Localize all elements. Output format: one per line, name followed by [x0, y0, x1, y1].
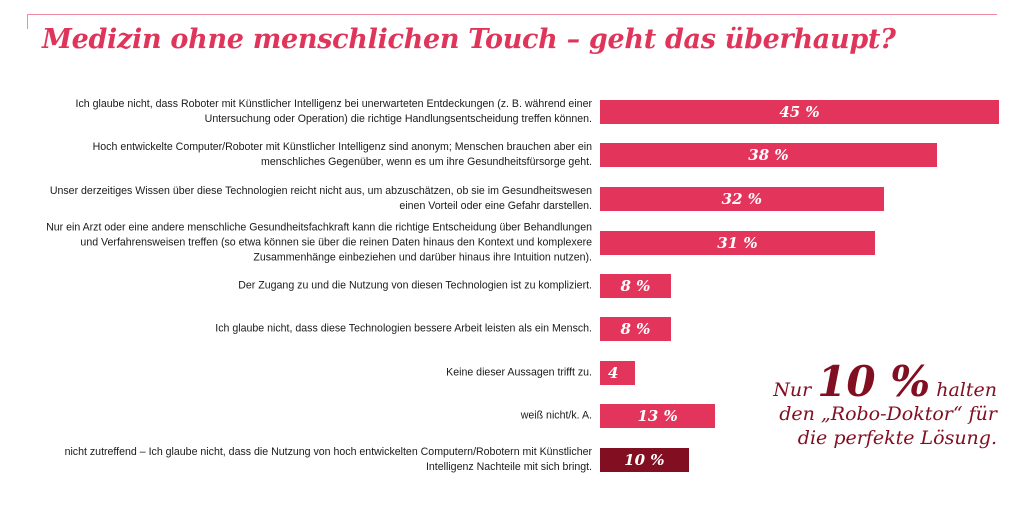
bar: 45 % [600, 100, 999, 124]
bar: 8 % [600, 317, 671, 341]
category-label: Keine dieser Aussagen trifft zu. [446, 366, 592, 379]
data-label: 8 % [620, 277, 651, 295]
category-label: nicht zutreffend – Ich glaube nicht, das… [64, 446, 592, 473]
category-label: Der Zugang zu und die Nutzung von diesen… [238, 279, 592, 292]
data-label: 32 % [721, 190, 763, 208]
data-label: 45 % [779, 103, 820, 121]
category-label: Unser derzeitiges Wissen über diese Tech… [49, 185, 592, 212]
bar: 32 % [600, 187, 884, 211]
callout-line3: die perfekte Lösung. [797, 427, 997, 449]
bar: 31 % [600, 231, 875, 255]
chart-title: Medizin ohne menschlichen Touch – geht d… [42, 24, 896, 55]
category-label: Hoch entwickelte Computer/Roboter mit Kü… [92, 141, 592, 168]
bar: 4 [600, 361, 636, 385]
top-rule-tick [27, 14, 28, 29]
data-label: 4 [608, 364, 619, 382]
category-label: weiß nicht/k. A. [520, 409, 592, 422]
category-label: Ich glaube nicht, dass diese Technologie… [215, 322, 592, 335]
callout-suffix: halten [936, 379, 997, 401]
bar: 8 % [600, 274, 671, 298]
callout: Nur 10 % halten den „Robo-Doktor“ für di… [773, 361, 997, 450]
bar: 38 % [600, 143, 937, 167]
data-label: 8 % [620, 320, 651, 338]
data-label: 13 % [637, 407, 678, 425]
data-label: 38 % [748, 146, 789, 164]
category-label: Nur ein Arzt oder eine andere menschlich… [46, 221, 592, 264]
callout-prefix: Nur [773, 379, 812, 401]
callout-line2: den „Robo-Doktor“ für [779, 403, 997, 425]
data-label: 31 % [717, 234, 758, 252]
category-label: Ich glaube nicht, dass Roboter mit Künst… [75, 98, 592, 125]
callout-value: 10 % [817, 357, 931, 406]
top-rule [27, 14, 997, 15]
bar: 10 % [600, 448, 689, 472]
bar: 13 % [600, 404, 716, 428]
data-label: 10 % [624, 451, 665, 469]
